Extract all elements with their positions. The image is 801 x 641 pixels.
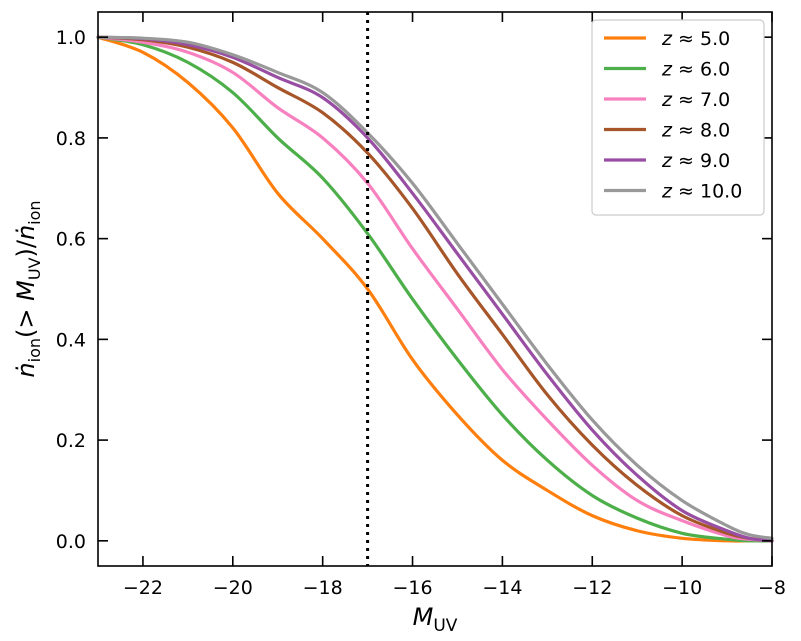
y-axis-ticks: 0.0 0.2 0.4 0.6 0.8 1.0 bbox=[56, 27, 772, 553]
x-axis-ticks: −22 −20 −18 −16 −14 −12 −10 −8 bbox=[123, 12, 786, 599]
y-tick-label: 0.2 bbox=[56, 430, 86, 452]
legend-label: z ≈ 6.0 bbox=[661, 59, 730, 81]
x-tick-label: −14 bbox=[482, 577, 522, 599]
x-tick-label: −8 bbox=[758, 577, 786, 599]
x-axis-label: MUV bbox=[413, 603, 458, 636]
y-tick-label: 0.0 bbox=[56, 531, 86, 553]
series-line-3 bbox=[96, 35, 774, 543]
series-line-0 bbox=[96, 35, 774, 543]
x-tick-label: −10 bbox=[662, 577, 702, 599]
legend-label: z ≈ 9.0 bbox=[661, 150, 730, 172]
legend-label: z ≈ 7.0 bbox=[661, 89, 730, 111]
series-line-4 bbox=[96, 35, 774, 543]
plot-lines bbox=[96, 35, 774, 543]
x-tick-label: −22 bbox=[123, 577, 163, 599]
y-tick-label: 0.4 bbox=[56, 329, 86, 351]
legend-label: z ≈ 10.0 bbox=[661, 181, 742, 203]
legend-label: z ≈ 5.0 bbox=[661, 28, 730, 50]
series-line-1 bbox=[96, 35, 774, 543]
x-tick-label: −20 bbox=[213, 577, 253, 599]
y-tick-label: 0.8 bbox=[56, 128, 86, 150]
plot-frame bbox=[97, 11, 773, 567]
x-tick-label: −12 bbox=[572, 577, 612, 599]
series-line-2 bbox=[96, 35, 774, 543]
y-tick-label: 0.6 bbox=[56, 229, 86, 251]
x-tick-label: −18 bbox=[303, 577, 343, 599]
y-axis-label: ṅion(> MUV)/ṅion bbox=[12, 200, 44, 377]
y-tick-label: 1.0 bbox=[56, 27, 86, 49]
x-tick-label: −16 bbox=[392, 577, 432, 599]
legend-label: z ≈ 8.0 bbox=[661, 120, 730, 142]
series-line-5 bbox=[96, 35, 774, 540]
legend: z ≈ 5.0 z ≈ 6.0 z ≈ 7.0 z ≈ 8.0 z ≈ 9.0 z ≈ 1… bbox=[591, 19, 765, 216]
